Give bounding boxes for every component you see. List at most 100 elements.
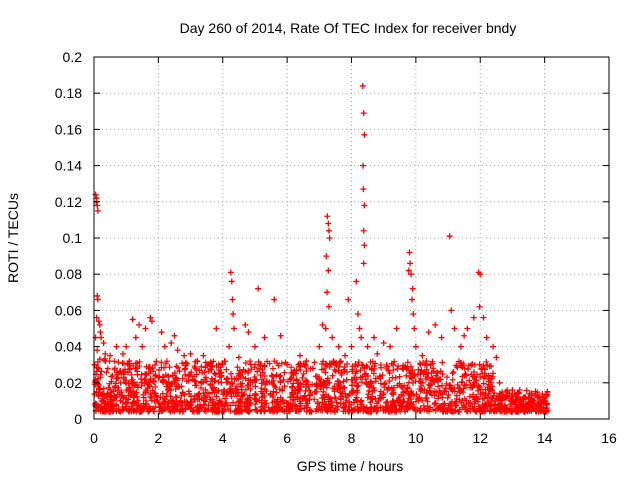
data-point [483,334,490,341]
band-point [223,366,230,373]
data-point [329,334,336,341]
band-point [275,362,282,369]
band-point [516,387,523,394]
band-point [177,397,184,404]
band-point [448,408,455,415]
band-point [345,392,352,399]
band-point [423,358,430,365]
band-point [319,360,326,367]
data-point [380,339,387,346]
band-point [251,361,258,368]
band-point [326,363,333,370]
band-point [391,408,398,415]
band-point [136,408,143,415]
band-point [492,398,499,405]
band-point [322,401,329,408]
x-tick-label: 4 [219,430,227,446]
band-point [252,396,259,403]
data-point [411,325,418,332]
band-point [307,407,314,414]
band-point [332,395,339,402]
band-point [368,395,375,402]
band-point [296,387,303,394]
band-point [499,396,506,403]
band-point [430,378,437,385]
data-point [354,311,361,318]
data-point [206,361,213,368]
data-point [470,314,477,321]
band-point [247,399,254,406]
band-point [537,407,544,414]
band-point [532,388,539,395]
band-point [198,363,205,370]
band-point [172,405,179,412]
band-point [202,359,209,366]
band-point [404,406,411,413]
band-point [207,381,214,388]
band-point [162,360,169,367]
band-point [445,392,452,399]
band-point [416,360,423,367]
band-point [269,365,276,372]
band-point [295,361,302,368]
band-point [192,378,199,385]
band-point [132,366,139,373]
band-point [269,380,276,387]
band-point [137,406,144,413]
dense-noise-band [91,355,551,415]
band-point [329,372,336,379]
band-point [475,398,482,405]
band-point [359,361,366,368]
band-point [304,379,311,386]
data-point [364,343,371,350]
band-point [126,385,133,392]
data-point [230,311,237,318]
band-point [433,375,440,382]
band-point [456,396,463,403]
band-point [372,404,379,411]
band-point [293,377,300,384]
band-point [350,406,357,413]
band-point [503,394,510,401]
x-tick-label: 12 [472,430,488,446]
band-point [453,392,460,399]
band-point [367,405,374,412]
band-point [387,402,394,409]
band-point [508,398,515,405]
band-point [377,361,384,368]
band-point [499,408,506,415]
band-point [158,359,165,366]
band-point [133,400,140,407]
band-point [436,403,443,410]
band-point [484,362,491,369]
band-point [326,403,333,410]
band-point [370,370,377,377]
data-point [226,343,233,350]
data-point [409,285,416,292]
band-point [166,364,173,371]
band-point [415,366,422,373]
data-point [493,354,500,361]
y-tick-label: 0.06 [55,302,82,318]
band-point [273,389,280,396]
y-tick-label: 0.14 [55,158,82,174]
band-point [440,401,447,408]
band-point [221,403,228,410]
band-point [182,360,189,367]
band-point [211,384,218,391]
band-point [123,403,130,410]
band-point [191,363,198,370]
band-point [107,392,114,399]
band-point [352,361,359,368]
band-point [301,362,308,369]
data-point [361,131,368,138]
x-tick-label: 14 [537,430,553,446]
tick-labels: 0 2 4 6 8 10 12 14 16 0 0.02 0.04 0.06 0.08 0.1 0.12 0.1… [55,49,617,446]
band-point [463,372,470,379]
band-point [295,380,302,387]
band-point [463,397,470,404]
band-point [457,360,464,367]
data-point [353,278,360,285]
band-point [377,388,384,395]
band-point [422,395,429,402]
